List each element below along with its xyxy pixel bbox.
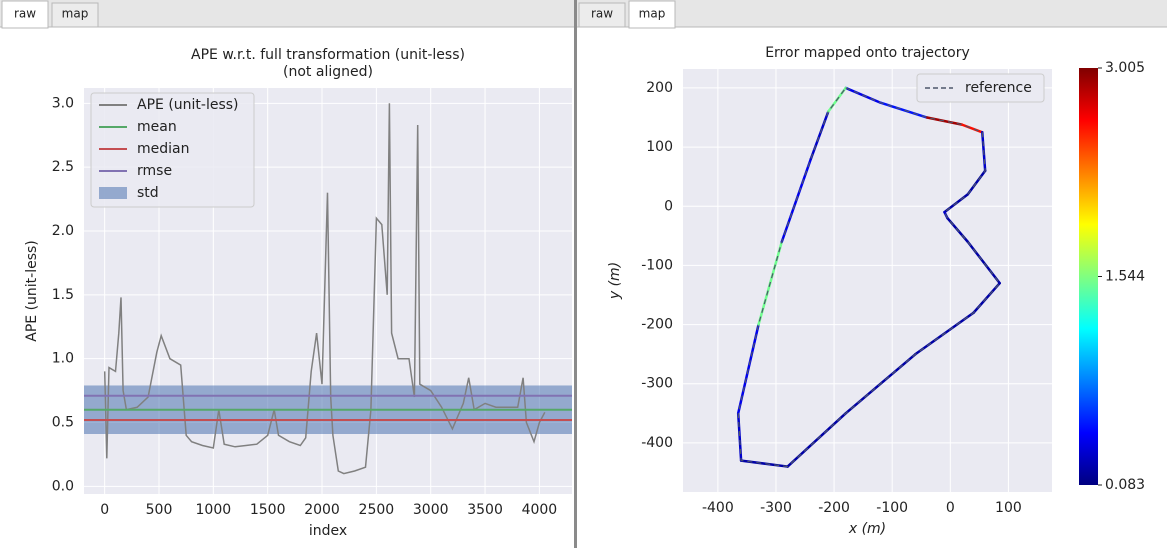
- y-tick-label: 0: [664, 198, 673, 214]
- error-segment: [960, 123, 984, 134]
- trajectory-chart: -400 -300 -200 -100 0 100 -400 -300 -200 -100 0 100…: [607, 45, 1145, 537]
- y-tick-label: 100: [646, 139, 673, 155]
- x-tick-label: 2000: [304, 502, 340, 518]
- y-axis-label: APE (unit-less): [24, 240, 40, 342]
- y-tick-label: -400: [641, 435, 673, 451]
- tab-label[interactable]: map: [62, 7, 89, 21]
- y-axis-label: y (m): [607, 262, 623, 300]
- plot-area: [683, 69, 1052, 492]
- legend-label: std: [137, 185, 159, 201]
- x-tick-label: -300: [760, 500, 792, 516]
- chart-title: Error mapped onto trajectory: [765, 45, 970, 61]
- colorbar: [1079, 68, 1098, 485]
- legend-label: reference: [965, 80, 1032, 96]
- y-tick-label: 1.0: [52, 351, 74, 367]
- colorbar-tick-label: 1.544: [1105, 269, 1145, 285]
- y-tick-label: 0.0: [52, 478, 74, 494]
- y-tick-label: 2.0: [52, 223, 74, 239]
- y-tick-label: -200: [641, 317, 673, 333]
- tab[interactable]: raw: [1, 0, 49, 29]
- legend-label: median: [137, 141, 189, 157]
- x-axis-label: index: [309, 523, 347, 539]
- tab-background[interactable]: [578, 2, 626, 28]
- x-tick-label: -100: [876, 500, 908, 516]
- tab[interactable]: map: [628, 0, 676, 29]
- reference-line: [737, 87, 1001, 468]
- x-tick-label: 4000: [522, 502, 558, 518]
- x-tick-label: 0: [100, 502, 109, 518]
- legend-box: [916, 73, 1045, 103]
- x-tick-label: 0: [946, 500, 955, 516]
- x-tick-label: -200: [818, 500, 850, 516]
- x-tick-label: 2500: [359, 502, 395, 518]
- chart-subtitle: (not aligned): [283, 64, 373, 80]
- legend-box: [90, 92, 255, 208]
- y-tick-label: 0.5: [52, 415, 74, 431]
- error-segment: [809, 110, 830, 161]
- splitter[interactable]: [574, 0, 577, 548]
- tab-label[interactable]: raw: [591, 7, 613, 21]
- x-tick-label: 1000: [196, 502, 232, 518]
- x-axis-label: x (m): [848, 521, 886, 537]
- colorbar-tick-label: 0.083: [1105, 477, 1145, 493]
- x-tick-label: 3500: [467, 502, 503, 518]
- tab-label[interactable]: raw: [14, 7, 36, 21]
- legend-swatch: [99, 187, 127, 199]
- legend-label: rmse: [137, 163, 172, 179]
- tab-background[interactable]: [1, 0, 49, 29]
- legend-label: mean: [137, 119, 177, 135]
- tab-background[interactable]: [51, 2, 99, 28]
- tab-label[interactable]: map: [639, 7, 666, 21]
- tab[interactable]: raw: [578, 2, 626, 28]
- x-tick-label: 100: [995, 500, 1022, 516]
- tab[interactable]: map: [51, 2, 99, 28]
- ape-chart: 0 500 1000 1500 2000 2500 3000 3500 4000 0.0 0.5 1.…: [24, 47, 572, 539]
- legend: reference: [916, 73, 1045, 103]
- chart-title: APE w.r.t. full transformation (unit-les…: [191, 47, 465, 63]
- y-tick-label: -100: [641, 257, 673, 273]
- error-segment: [786, 412, 847, 468]
- tab-background[interactable]: [628, 0, 676, 29]
- x-tick-label: 500: [146, 502, 173, 518]
- y-tick-label: 2.5: [52, 159, 74, 175]
- y-tick-label: -300: [641, 376, 673, 392]
- x-tick-label: -400: [702, 500, 734, 516]
- y-tick-label: 3.0: [52, 95, 74, 111]
- legend: APE (unit-less) mean median rmse std: [90, 92, 255, 208]
- x-tick-label: 3000: [413, 502, 449, 518]
- colorbar-tick-label: 3.005: [1105, 60, 1145, 76]
- y-tick-label: 200: [646, 80, 673, 96]
- y-tick-label: 1.5: [52, 287, 74, 303]
- x-tick-label: 1500: [250, 502, 286, 518]
- error-segment: [966, 240, 1001, 285]
- legend-label: APE (unit-less): [137, 97, 239, 113]
